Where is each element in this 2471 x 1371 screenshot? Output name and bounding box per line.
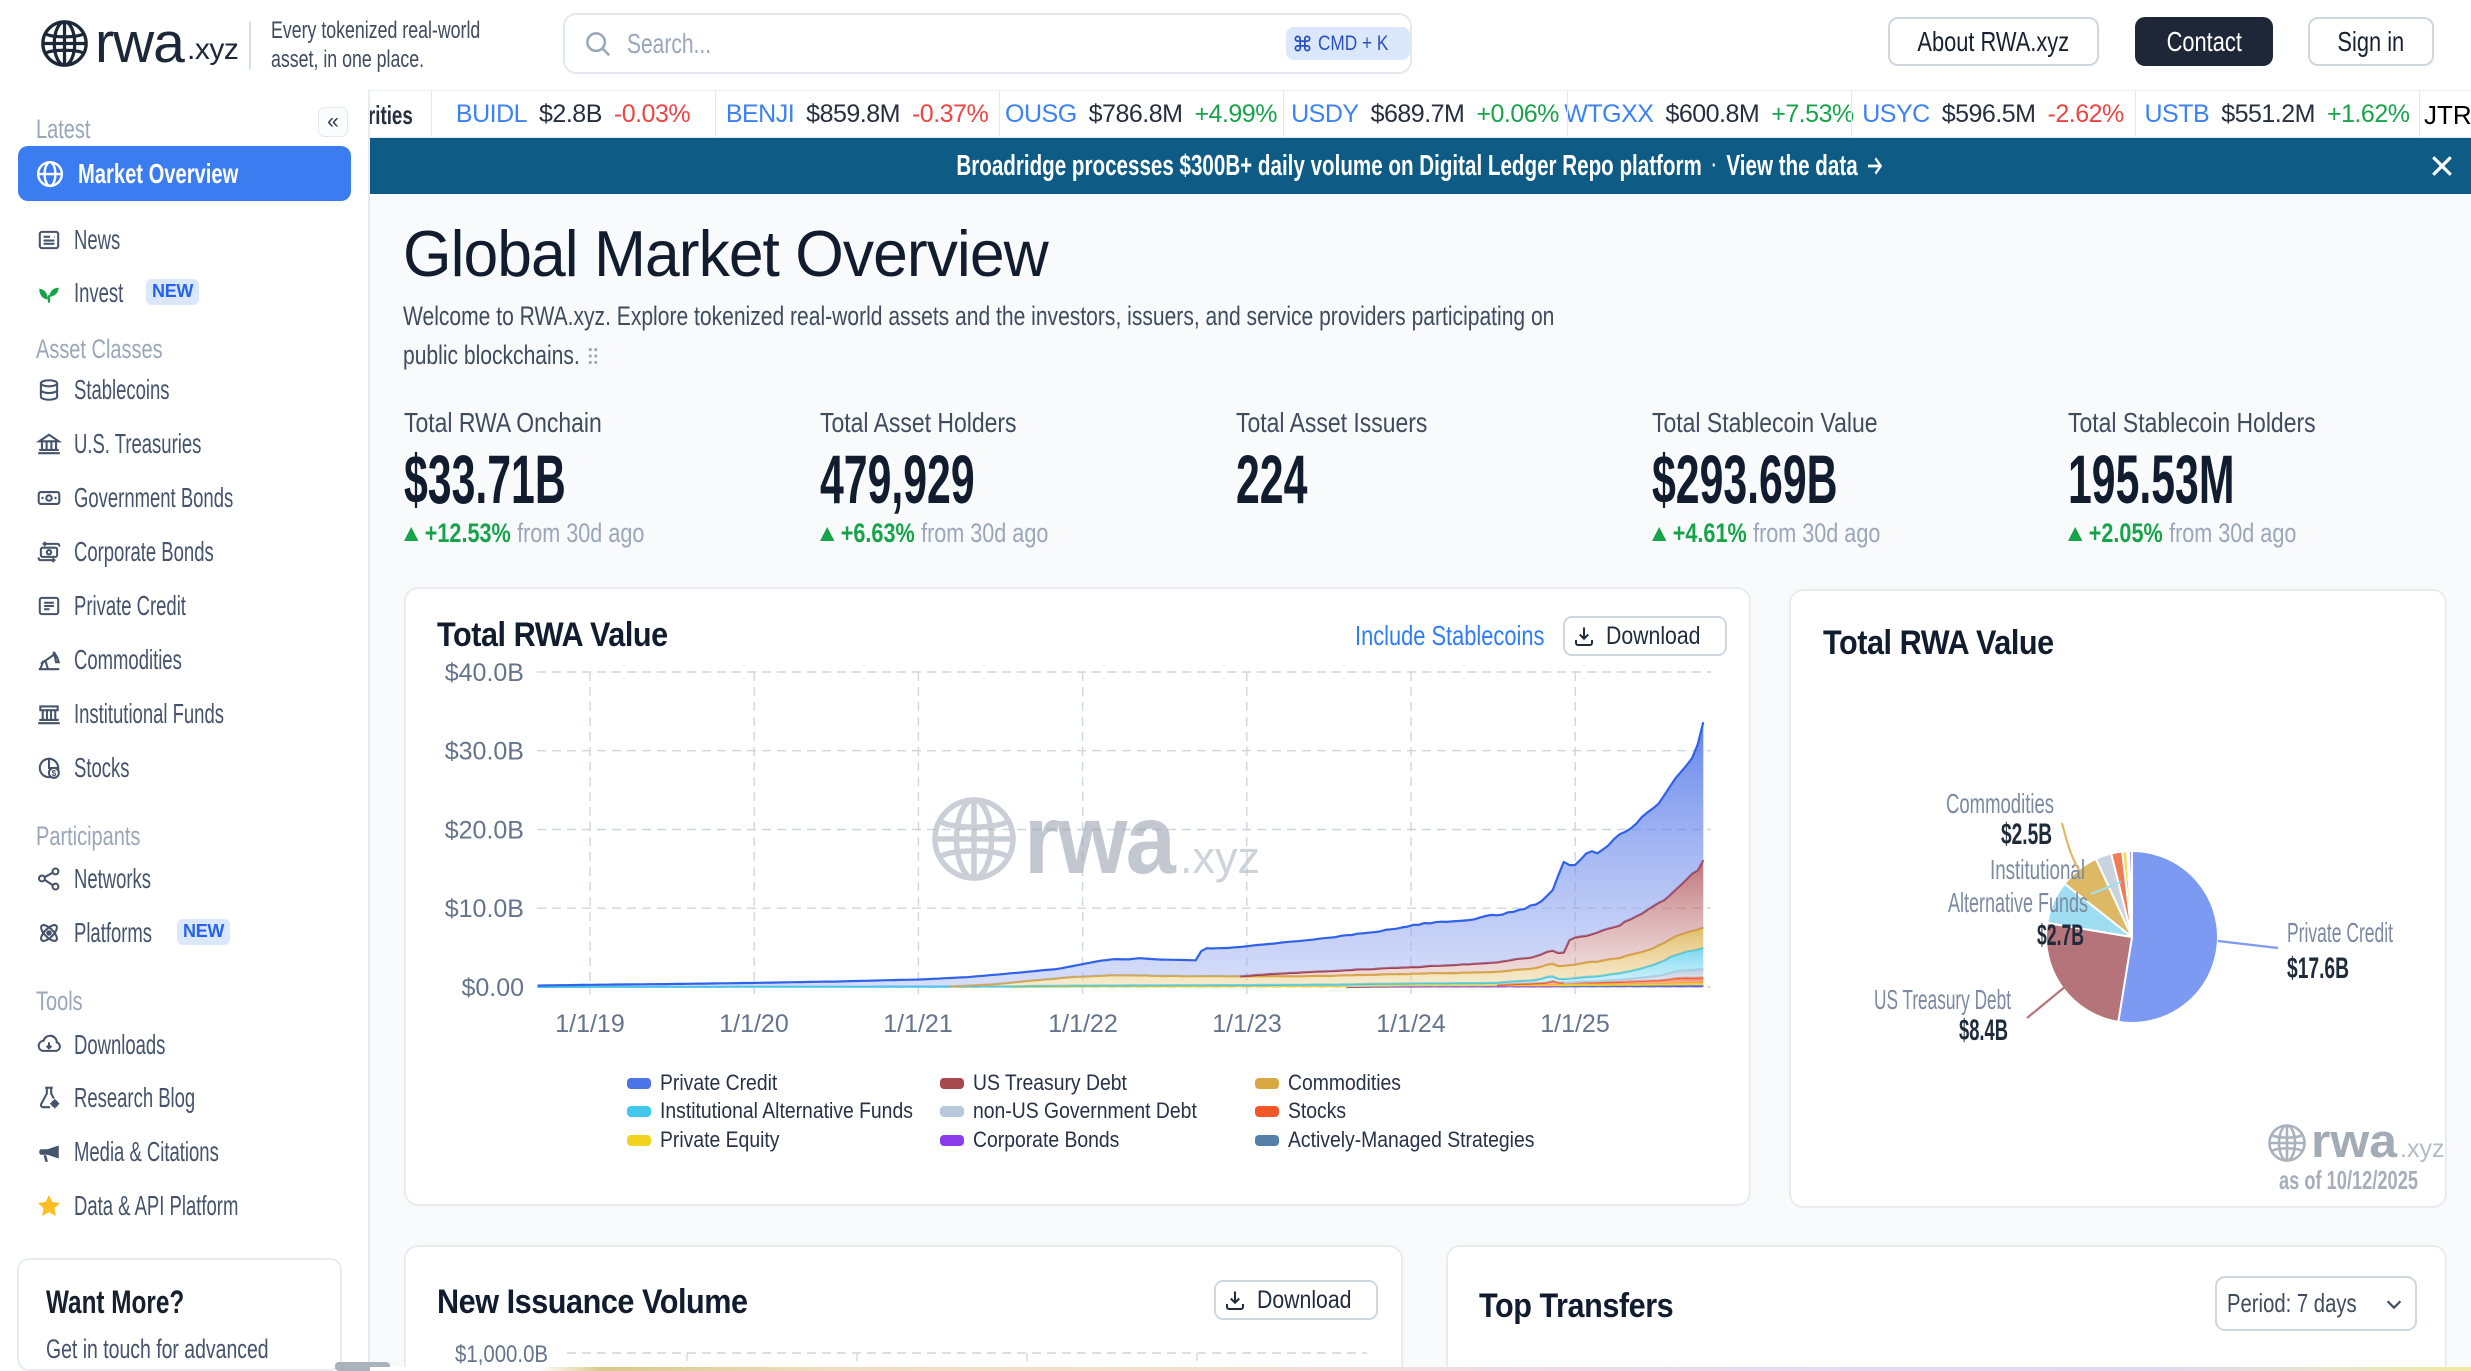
- svg-text:$: $: [52, 769, 57, 778]
- svg-text:1/1/25: 1/1/25: [1540, 1010, 1610, 1038]
- svg-text:Alternative Funds: Alternative Funds: [1948, 887, 2088, 918]
- svg-text:1/1/21: 1/1/21: [883, 1010, 953, 1038]
- svg-text:.xyz: .xyz: [2400, 1135, 2444, 1163]
- svg-text:$10.0B: $10.0B: [445, 895, 524, 923]
- svg-text:$2.5B: $2.5B: [2001, 818, 2052, 851]
- svg-text:.xyz: .xyz: [1180, 832, 1260, 883]
- svg-text:1/1/23: 1/1/23: [1212, 1010, 1282, 1038]
- svg-text:$40.0B: $40.0B: [445, 659, 524, 687]
- svg-text:rwa: rwa: [2311, 1114, 2398, 1167]
- svg-text:$30.0B: $30.0B: [445, 738, 524, 766]
- svg-text:$20.0B: $20.0B: [445, 817, 524, 845]
- svg-text:US Treasury Debt: US Treasury Debt: [1874, 984, 2011, 1015]
- svg-text:1/1/20: 1/1/20: [719, 1010, 789, 1038]
- svg-text:Institutional: Institutional: [1990, 854, 2085, 885]
- svg-text:$8.4B: $8.4B: [1959, 1014, 2008, 1047]
- svg-text:1/1/22: 1/1/22: [1048, 1010, 1118, 1038]
- svg-text:rwa: rwa: [1024, 784, 1177, 894]
- svg-text:Private Credit: Private Credit: [2287, 917, 2393, 948]
- svg-text:$17.6B: $17.6B: [2287, 952, 2349, 985]
- svg-text:Commodities: Commodities: [1946, 788, 2054, 819]
- svg-text:$0.00: $0.00: [461, 974, 524, 1002]
- svg-text:$2.7B: $2.7B: [2037, 919, 2084, 952]
- svg-text:1/1/19: 1/1/19: [555, 1010, 625, 1038]
- svg-text:1/1/24: 1/1/24: [1376, 1010, 1446, 1038]
- svg-text:as of 10/12/2025: as of 10/12/2025: [2279, 1165, 2418, 1195]
